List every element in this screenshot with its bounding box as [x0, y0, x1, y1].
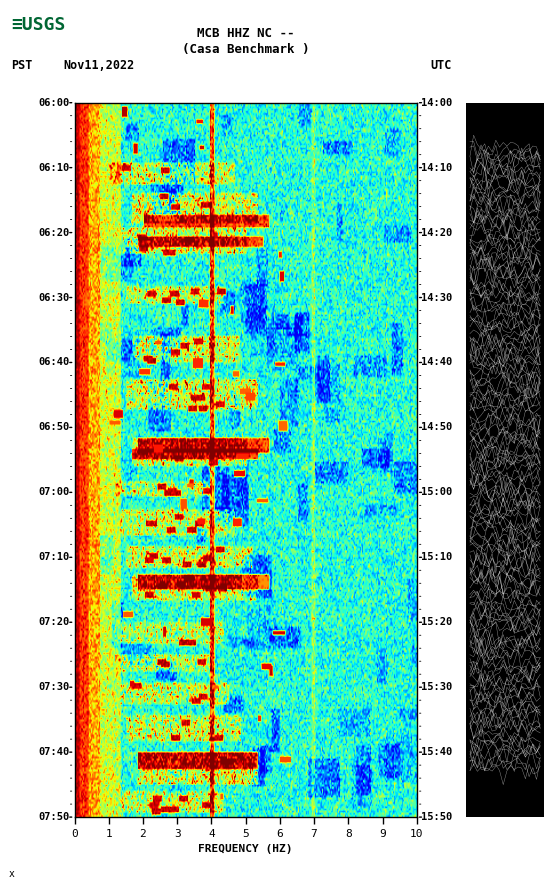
Text: 06:30: 06:30: [39, 293, 70, 303]
Text: PST: PST: [11, 59, 33, 71]
Text: 06:20: 06:20: [39, 228, 70, 238]
Text: 06:50: 06:50: [39, 422, 70, 432]
Text: 14:50: 14:50: [421, 422, 453, 432]
Text: 15:20: 15:20: [421, 617, 453, 627]
Text: 15:00: 15:00: [421, 488, 453, 497]
X-axis label: FREQUENCY (HZ): FREQUENCY (HZ): [198, 845, 293, 855]
Text: 07:30: 07:30: [39, 682, 70, 692]
Text: 15:10: 15:10: [421, 552, 453, 563]
Text: 15:30: 15:30: [421, 682, 453, 692]
Text: ≡USGS: ≡USGS: [11, 16, 66, 34]
Text: 14:00: 14:00: [421, 97, 453, 108]
Text: 07:20: 07:20: [39, 617, 70, 627]
Text: 07:00: 07:00: [39, 488, 70, 497]
Text: Nov11,2022: Nov11,2022: [63, 59, 135, 71]
Text: 07:40: 07:40: [39, 747, 70, 757]
Text: MCB HHZ NC --: MCB HHZ NC --: [197, 27, 294, 39]
Text: 06:00: 06:00: [39, 97, 70, 108]
Text: 06:40: 06:40: [39, 357, 70, 368]
Text: (Casa Benchmark ): (Casa Benchmark ): [182, 43, 309, 55]
Text: 15:50: 15:50: [421, 812, 453, 822]
Text: 14:10: 14:10: [421, 163, 453, 172]
Text: 14:40: 14:40: [421, 357, 453, 368]
Text: 06:10: 06:10: [39, 163, 70, 172]
Text: 15:40: 15:40: [421, 747, 453, 757]
Text: x: x: [8, 869, 14, 879]
Text: UTC: UTC: [431, 59, 452, 71]
Text: 07:50: 07:50: [39, 812, 70, 822]
Text: 14:30: 14:30: [421, 293, 453, 303]
Text: 07:10: 07:10: [39, 552, 70, 563]
Text: 14:20: 14:20: [421, 228, 453, 238]
